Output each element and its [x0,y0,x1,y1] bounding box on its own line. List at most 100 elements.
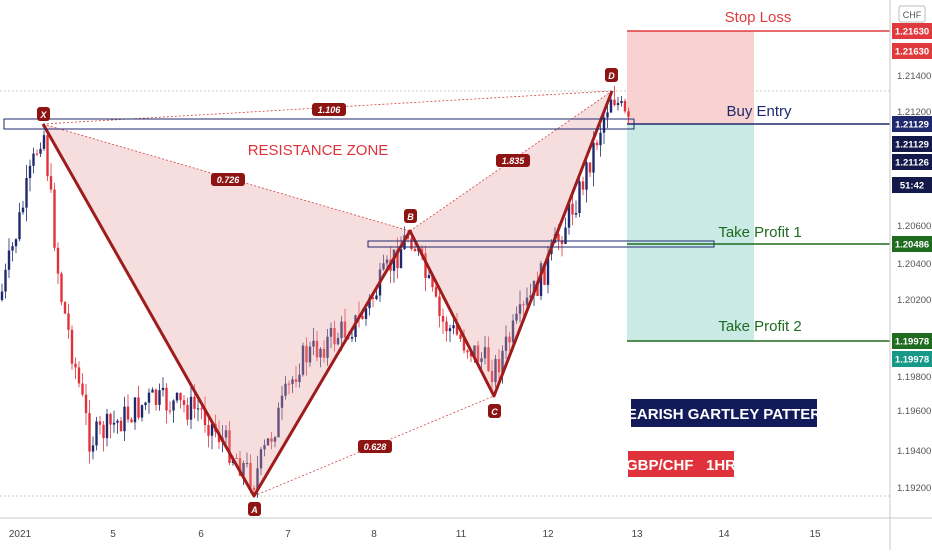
ratio-tag-xb: 0.726 [211,173,245,186]
svg-text:0.726: 0.726 [217,175,241,185]
price-badge: 51:42 [892,177,932,193]
candle-body [228,430,231,463]
price-badge: 1.21126 [892,154,932,170]
pivot-a: A [248,502,261,516]
x-tick-label: 5 [110,529,116,540]
candle-body [501,350,504,373]
candle-body [319,348,322,358]
candle-body [0,291,4,300]
candle-body [595,142,599,146]
candle-body [623,101,627,112]
candle-body [4,269,7,292]
candle-body [532,280,536,296]
candle-body [322,348,326,358]
y-tick-label: 1.19400 [897,446,931,457]
candle-body [343,321,347,338]
candle-body [18,212,21,240]
candle-body [546,253,550,285]
candle-body [161,387,165,391]
candle-body [144,402,147,406]
candle-body [252,487,256,490]
candle-body [112,422,116,425]
candle-body [315,340,319,358]
candle-body [385,259,389,264]
candle-body [305,345,308,363]
take-profit-1-label: Take Profit 1 [718,224,801,241]
x-tick-label: 14 [718,529,730,540]
candle-body [602,117,606,133]
candle-body [361,316,364,319]
price-badge: 1.21129 [892,136,932,152]
x-axis-ticks[interactable]: 2021 5 6 7 8 11 12 13 14 15 [9,529,821,540]
candle-body [620,101,623,104]
candle-body [63,302,67,314]
candle-body [609,99,613,113]
candle-body [109,413,112,425]
y-tick-label: 1.20400 [897,259,931,270]
candle-body [147,392,151,403]
candle-body [466,350,469,353]
candle-body [508,336,511,343]
svg-text:X: X [39,110,47,120]
pattern-name-box: BEARISH GARTLEY PATTERN [616,399,832,427]
gartley-legs [41,90,614,498]
candle-body [462,338,466,351]
candle-body [473,345,476,357]
candle-body [119,420,123,432]
candle-body [410,238,413,249]
ratio-tag-bd: 1.835 [496,154,530,167]
y-tick-label: 1.21400 [897,71,931,82]
candle-body [277,407,280,438]
candle-body [98,421,102,425]
candle-body [294,379,298,383]
candle-body [42,135,46,149]
y-tick-label: 1.20600 [897,221,931,232]
candle-body [280,395,284,408]
y-axis-ticks: 1.21400 1.21200 1.20600 1.20400 1.20200 1.198… [897,71,931,494]
candle-body [137,397,140,418]
pivot-c: C [488,404,501,418]
candle-body [158,390,161,405]
candle-body [329,328,333,337]
x-tick-label: 11 [456,529,467,540]
svg-text:1.21126: 1.21126 [895,158,929,169]
ratio-tag-ac: 0.628 [358,440,392,453]
candle-body [249,462,252,488]
price-axis[interactable] [890,0,932,550]
candle-body [14,239,18,247]
candle-body [564,227,567,244]
candle-body [497,358,501,373]
candle-body [70,329,74,364]
pivot-b: B [404,209,417,223]
candle-body [364,308,368,319]
candle-body [32,153,35,166]
candle-body [186,404,189,420]
bd-ratio-line [409,90,613,232]
y-tick-label: 1.19200 [897,483,931,494]
svg-text:1.106: 1.106 [318,105,342,115]
candle-body [245,462,249,464]
svg-text:1.21129: 1.21129 [895,140,929,151]
candle-body [116,420,119,423]
candle-body [606,112,609,118]
candle-body [368,297,371,309]
svg-text:1.20486: 1.20486 [895,240,929,251]
svg-text:C: C [491,407,498,417]
candle-body [494,358,497,383]
candle-body [151,389,154,393]
candle-body [438,296,441,316]
candle-body [434,287,438,297]
candle-body [525,297,529,305]
x-tick-label: 15 [809,529,821,540]
candle-body [179,392,182,401]
candle-body [350,336,354,339]
candle-body [28,165,32,179]
candle-body [259,449,263,469]
candle-body [207,425,210,436]
candle-body [210,423,214,436]
resistance-zone-text: RESISTANCE ZONE [248,142,389,159]
candle-body [25,178,28,208]
pivot-d: D [605,68,618,82]
